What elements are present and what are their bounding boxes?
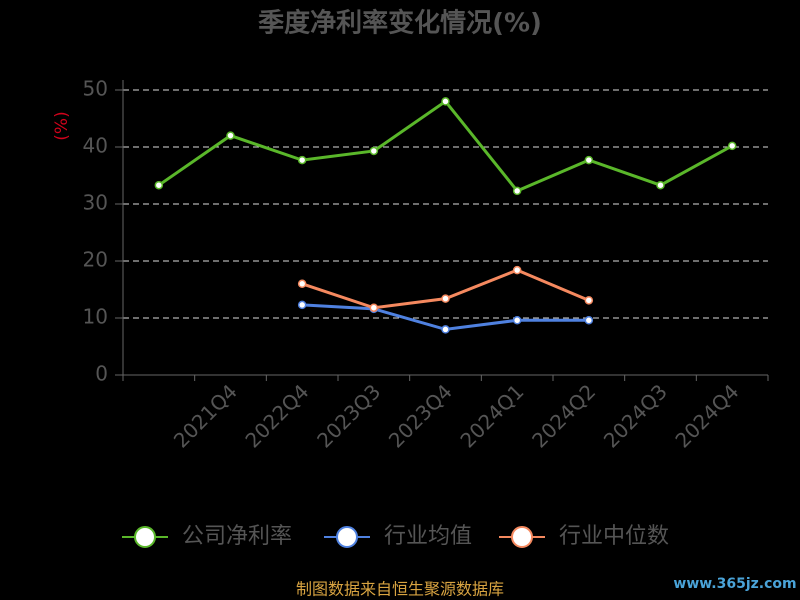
data-point bbox=[584, 296, 594, 305]
legend-marker bbox=[336, 526, 358, 548]
data-point bbox=[441, 294, 450, 303]
source-note: 制图数据来自恒生聚源数据库 bbox=[296, 580, 504, 599]
data-point bbox=[369, 146, 379, 156]
legend-label: 行业中位数 bbox=[559, 524, 669, 549]
data-point bbox=[512, 316, 522, 325]
data-point bbox=[297, 155, 307, 165]
data-point bbox=[154, 180, 164, 190]
data-point bbox=[584, 155, 594, 165]
data-point bbox=[297, 279, 307, 289]
data-point bbox=[656, 180, 665, 190]
data-point bbox=[297, 300, 307, 310]
y-axis-label: (%) bbox=[52, 111, 72, 140]
watermark: www.365jz.com bbox=[673, 576, 796, 592]
data-point bbox=[727, 141, 737, 151]
y-tick-label: 10 bbox=[83, 305, 108, 329]
data-point bbox=[512, 186, 522, 196]
y-tick-label: 50 bbox=[83, 77, 108, 101]
legend-marker bbox=[134, 526, 156, 548]
y-tick-label: 0 bbox=[95, 362, 108, 386]
legend-marker bbox=[511, 526, 533, 548]
data-point bbox=[441, 97, 450, 106]
y-tick-label: 40 bbox=[83, 134, 108, 158]
y-tick-label: 30 bbox=[83, 191, 108, 215]
data-point bbox=[226, 131, 235, 140]
data-point bbox=[584, 316, 594, 325]
y-tick-label: 20 bbox=[83, 248, 108, 272]
chart-title: 季度净利率变化情况(%) bbox=[258, 8, 542, 39]
data-point bbox=[441, 325, 450, 334]
data-point bbox=[512, 265, 522, 275]
data-point bbox=[369, 303, 379, 312]
legend-label: 行业均值 bbox=[384, 524, 472, 549]
legend-label: 公司净利率 bbox=[182, 524, 292, 549]
